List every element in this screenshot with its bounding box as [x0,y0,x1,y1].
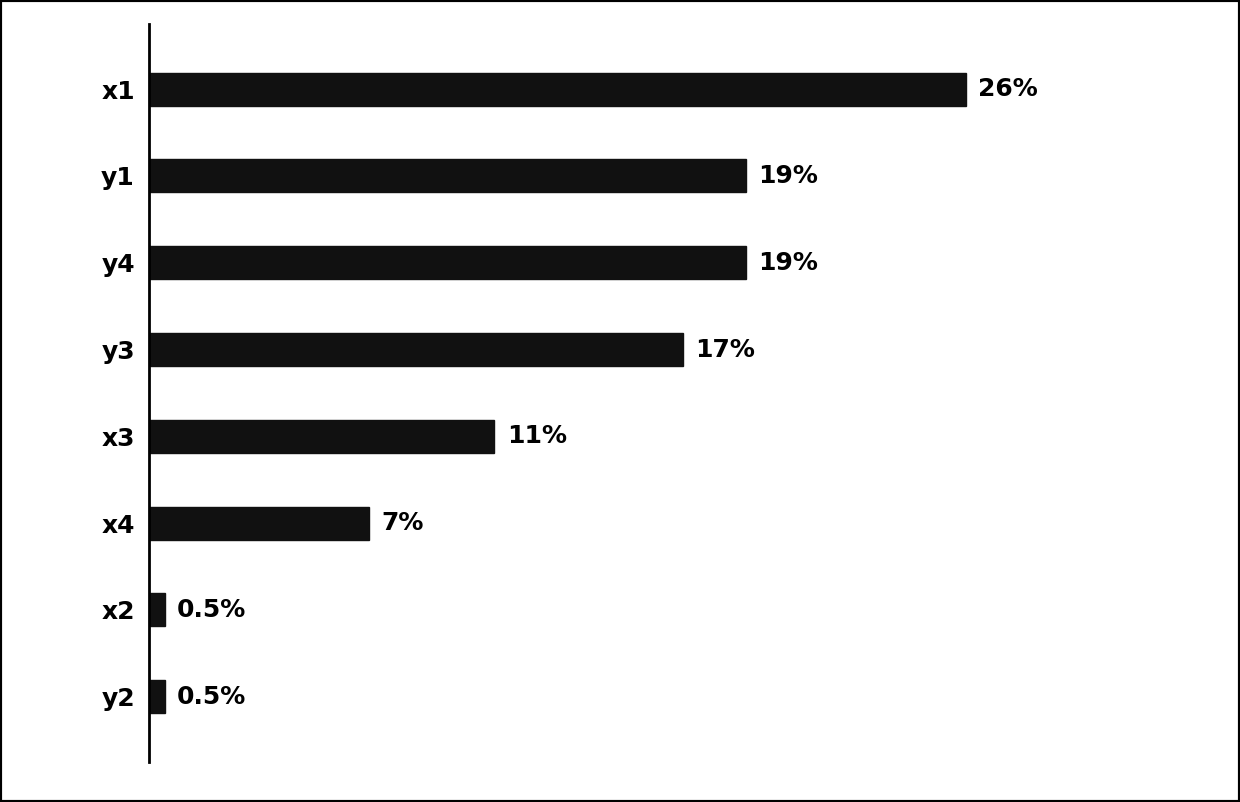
Bar [149,246,745,279]
Text: 19%: 19% [758,251,818,275]
Bar [149,160,745,192]
Text: 26%: 26% [978,77,1038,101]
Text: 11%: 11% [507,424,567,448]
Text: 0.5%: 0.5% [177,685,247,709]
Text: 7%: 7% [381,511,424,535]
Text: 19%: 19% [758,164,818,188]
Bar [149,333,683,366]
Text: 0.5%: 0.5% [177,598,247,622]
Bar [149,680,165,713]
Bar [149,73,966,106]
Text: 17%: 17% [696,338,755,362]
Bar [149,420,495,453]
Bar [149,507,368,540]
Bar [149,593,165,626]
